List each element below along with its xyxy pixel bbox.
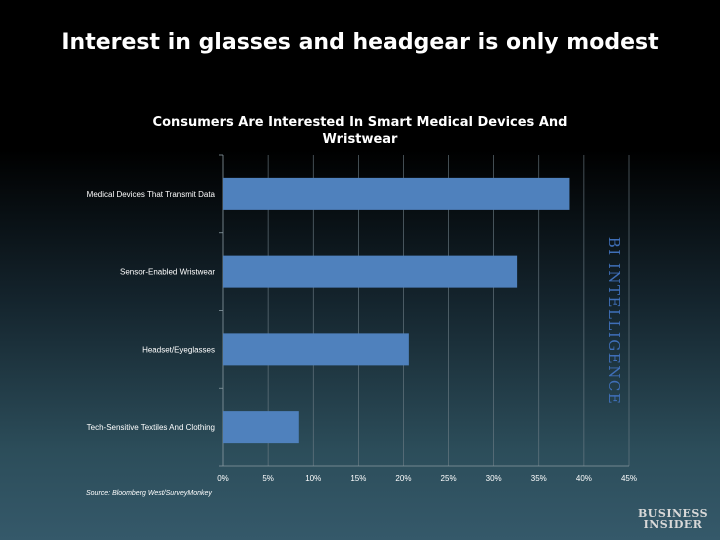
source-note: Source: Bloomberg West/SurveyMonkey [86, 490, 212, 497]
x-tick-label: 15% [350, 474, 366, 483]
bar [223, 411, 299, 444]
category-label: Tech-Sensitive Textiles And Clothing [87, 423, 215, 432]
chart-title: Consumers Are Interested In Smart Medica… [152, 115, 568, 147]
category-label: Headset/Eyeglasses [142, 345, 215, 354]
bar [223, 255, 518, 288]
x-tick-label: 40% [576, 474, 592, 483]
category-label: Sensor-Enabled Wristwear [120, 268, 215, 277]
logo-line-1: BUSINESS [638, 507, 709, 520]
x-tick-label: 10% [305, 474, 321, 483]
logo-line-2: INSIDER [643, 518, 703, 531]
x-tick-label: 30% [486, 474, 502, 483]
bi-intelligence-watermark: BI INTELLIGENCE [605, 236, 623, 406]
x-tick-label: 5% [262, 474, 274, 483]
category-label: Medical Devices That Transmit Data [87, 190, 216, 199]
bar [223, 333, 409, 366]
bar [223, 177, 570, 210]
slide-title: Interest in glasses and headgear is only… [61, 30, 659, 55]
x-tick-label: 0% [217, 474, 229, 483]
business-insider-logo: BUSINESS INSIDER [638, 508, 708, 530]
x-tick-label: 45% [621, 474, 637, 483]
x-tick-label: 35% [531, 474, 547, 483]
x-tick-label: 25% [441, 474, 457, 483]
x-tick-label: 20% [395, 474, 411, 483]
